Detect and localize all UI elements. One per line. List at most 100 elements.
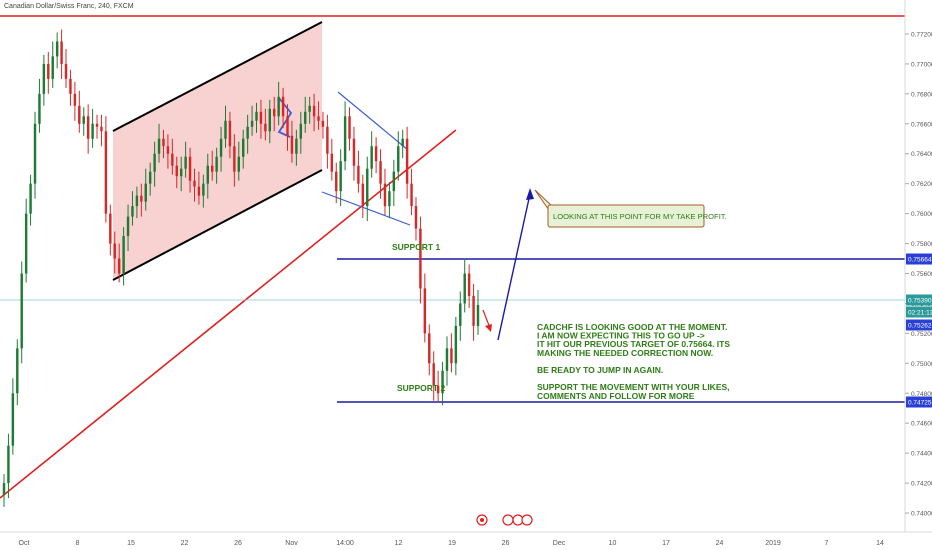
link-icon[interactable] (521, 514, 533, 526)
y-tick-label: 0.74000 (911, 511, 932, 518)
candle-body (11, 393, 15, 446)
x-tick-label: 14 (876, 540, 884, 547)
candle-body (361, 183, 365, 207)
candle-body (228, 120, 232, 147)
note-line: IT HIT OUR PREVIOUS TARGET OF 0.75664. I… (537, 339, 730, 349)
note-line: COMMENTS AND FOLLOW FOR MORE (537, 391, 695, 401)
price-badge (906, 396, 932, 408)
candle-body (153, 153, 156, 172)
candle-body (246, 126, 249, 139)
candle-body (268, 108, 272, 132)
flag-marker (277, 97, 293, 138)
candle-body (410, 183, 413, 207)
candle-body (2, 483, 6, 496)
candle-body (104, 131, 108, 214)
price-badge-label: 0.75664 (908, 257, 932, 264)
candle-body (171, 153, 174, 166)
x-tick-label: Oct (19, 540, 30, 547)
time-axis: Oct 8 15 22 26 Nov 14:00 12 19 26 Dec 10 17 24 2019 7 14 (19, 540, 884, 547)
candle-body (476, 304, 480, 326)
bull-channel-fill (113, 22, 322, 280)
note-line: BE READY TO JUMP IN AGAIN. (537, 365, 663, 375)
candle-body (166, 146, 170, 154)
candle-body (135, 195, 139, 207)
candle-body (450, 348, 453, 364)
candle-body (117, 258, 121, 274)
candle-body (47, 63, 50, 79)
rising-trendline (0, 129, 457, 499)
candle-body (352, 138, 356, 166)
candle-body (100, 126, 103, 132)
callout-text: LOOKING AT THIS POINT FOR MY TAKE PROFIT… (553, 212, 727, 221)
candle-body (454, 325, 458, 364)
candle-body (210, 165, 214, 172)
candle-body (86, 116, 90, 139)
candle-body (233, 146, 236, 172)
candle-body (445, 348, 449, 371)
candles-group (2, 29, 480, 508)
candle-body (91, 123, 94, 139)
price-badge (906, 294, 932, 306)
candle-body (414, 206, 418, 229)
candle-body (405, 138, 409, 184)
x-tick-label: 26 (502, 540, 510, 547)
x-tick-label: 14:00 (336, 540, 354, 547)
note-line: SUPPORT THE MOVEMENT WITH YOUR LIKES, (537, 382, 730, 392)
candle-body (78, 105, 81, 124)
candle-body (33, 123, 37, 184)
candle-body (126, 216, 130, 237)
candle-body (188, 156, 192, 181)
candle-body (82, 116, 85, 124)
price-badge (906, 306, 932, 318)
candle-body (366, 168, 369, 207)
x-tick-label: 24 (716, 540, 724, 547)
candle-body (397, 146, 400, 172)
candle-body (175, 165, 178, 177)
candle-body (42, 63, 46, 94)
candle-body (109, 213, 112, 244)
x-tick-label: 10 (609, 540, 617, 547)
candle-body (321, 120, 325, 127)
bottom-toolbar-icons[interactable] (476, 514, 533, 526)
candle-body (401, 138, 404, 147)
settings-icon[interactable] (502, 514, 514, 526)
x-tick-label: 15 (127, 540, 135, 547)
candle-body (330, 153, 334, 172)
price-badge-label: 0.75390 (908, 298, 932, 305)
candle-body (7, 445, 10, 484)
take-profit-callout: LOOKING AT THIS POINT FOR MY TAKE PROFIT… (534, 189, 727, 228)
x-tick-label: 26 (234, 540, 242, 547)
x-tick-label: 12 (395, 540, 403, 547)
candle-body (250, 120, 254, 127)
channel-upper-line (112, 21, 323, 132)
candle-body (326, 126, 329, 154)
candle-body (193, 180, 196, 187)
candle-body (259, 111, 263, 124)
note-line: I AM NOW EXPECTING THIS TO GO UP -> (537, 331, 705, 341)
price-badge-label: 02:21:13 (908, 310, 932, 317)
candle-body (339, 161, 342, 192)
candle-body (419, 228, 422, 289)
candle-body (60, 41, 63, 64)
candle-body (357, 165, 360, 184)
candle-body (179, 168, 183, 177)
candle-body (299, 123, 303, 139)
candle-body (472, 295, 475, 326)
candle-body (64, 63, 68, 79)
candle-body (463, 273, 466, 304)
price-badge-label: 0.74725 (908, 400, 932, 407)
candle-body (335, 171, 338, 192)
candle-body (140, 195, 143, 202)
x-tick-label: 19 (448, 540, 456, 547)
candle-body (379, 161, 382, 184)
candle-body (348, 116, 351, 139)
candle-body (148, 171, 152, 184)
